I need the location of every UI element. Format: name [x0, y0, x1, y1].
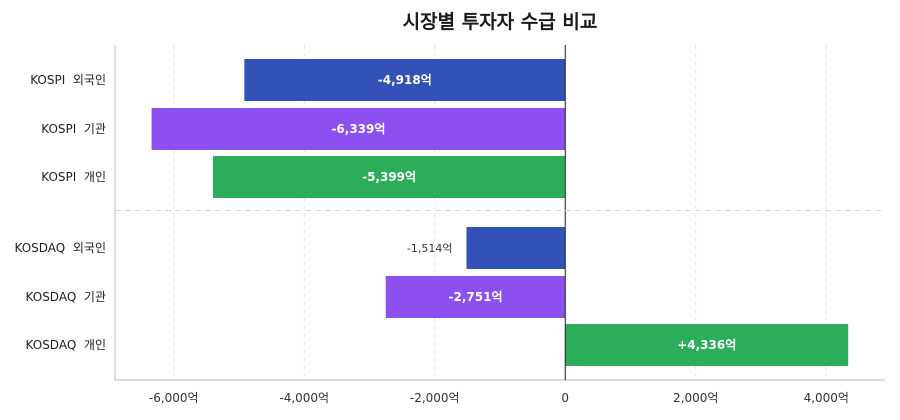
category-label: KOSDAQ 개인: [26, 338, 106, 352]
data-label: -2,751억: [449, 290, 503, 304]
x-tick-label: 2,000억: [673, 391, 718, 405]
x-tick-label: -4,000억: [279, 391, 329, 405]
category-label: KOSDAQ 기관: [26, 290, 106, 304]
bar: [385, 276, 566, 318]
category-labels: KOSPI 외국인 KOSPI 기관 KOSPI 개인 KOSDAQ 외국인 KOSDA…: [15, 73, 107, 352]
x-tick-labels: -6,000억 -4,000억 -2,000억 0 2,000억 4,000억: [149, 391, 849, 405]
data-label: -4,918억: [378, 73, 432, 87]
category-label: KOSPI 기관: [41, 122, 106, 136]
category-label: KOSDAQ 외국인: [15, 241, 107, 255]
data-label: -5,399억: [362, 170, 416, 184]
bar: [151, 108, 566, 150]
category-label: KOSPI 외국인: [30, 73, 106, 87]
data-label: +4,336억: [677, 338, 736, 352]
x-tick-label: -6,000억: [149, 391, 199, 405]
category-label: KOSPI 개인: [41, 170, 106, 184]
chart-title: 시장별 투자자 수급 비교: [403, 11, 598, 33]
bar: [565, 324, 849, 366]
x-tick-label: -2,000억: [410, 391, 460, 405]
bar: [466, 227, 566, 269]
data-label: -1,514억: [407, 242, 453, 255]
value-labels: -4,918억 -6,339억 -5,399억 -1,514억 -2,751억 +4,33…: [331, 73, 736, 352]
x-tick-label: 4,000억: [804, 391, 849, 405]
bars: [151, 59, 849, 366]
x-tick-label: 0: [561, 391, 569, 405]
bar: [212, 156, 566, 198]
data-label: -6,339억: [331, 122, 385, 136]
bar: [244, 59, 566, 101]
